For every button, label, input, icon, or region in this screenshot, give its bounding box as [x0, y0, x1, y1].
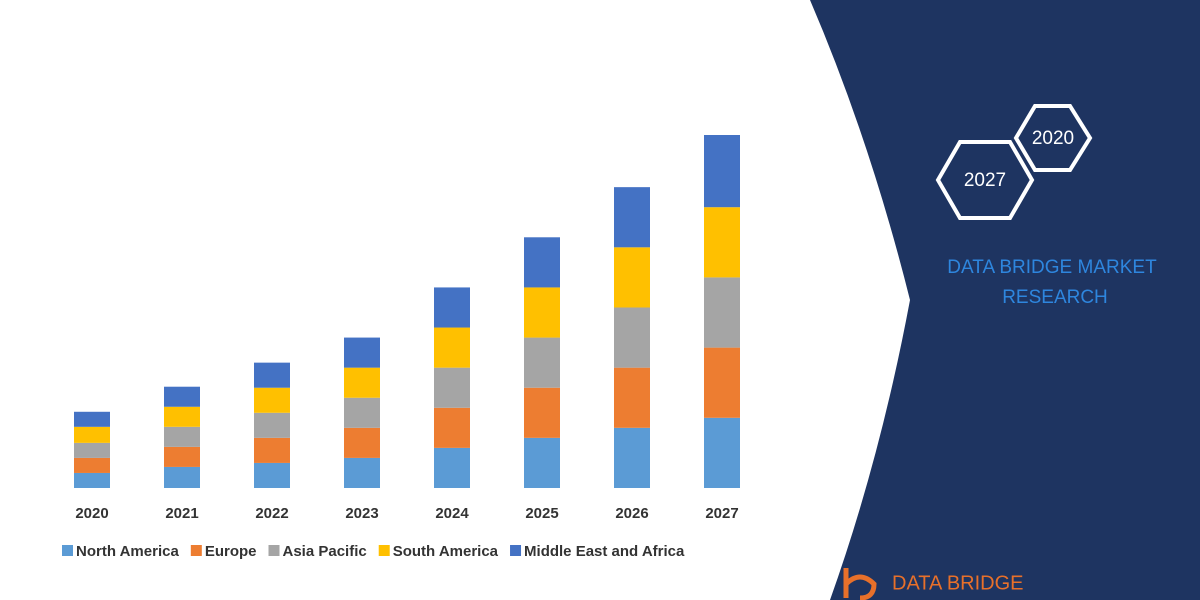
bar-segment	[344, 367, 380, 398]
bar-segment	[74, 426, 110, 443]
bar-segment	[614, 247, 650, 308]
bar-segment	[524, 237, 560, 288]
bar-segment	[164, 466, 200, 488]
bar-segment	[614, 307, 650, 368]
hexagon	[1013, 104, 1093, 172]
brand-text: DATA BRIDGE MARKET	[947, 257, 1157, 278]
bar-segment	[164, 426, 200, 447]
bar-segment	[254, 412, 290, 438]
bar-segment	[344, 397, 380, 428]
x-tick-label: 2020	[75, 505, 108, 522]
bar-segment	[614, 367, 650, 428]
bar-segment	[614, 187, 650, 248]
hexagon	[935, 140, 1035, 220]
bar-segment	[434, 367, 470, 408]
hexagon-label: 2020	[1032, 128, 1074, 149]
bar-segment	[164, 446, 200, 467]
legend-swatch	[378, 545, 390, 556]
bar-segment	[434, 287, 470, 328]
bar-segment	[74, 442, 110, 458]
brand-text: RESEARCH	[1002, 287, 1108, 308]
bar-segment	[254, 362, 290, 388]
x-tick-label: 2025	[525, 505, 558, 522]
bar-segment	[704, 207, 740, 278]
bar-segment	[524, 337, 560, 388]
legend-swatch	[62, 545, 73, 556]
bar-segment	[344, 457, 380, 488]
x-tick-label: 2023	[345, 505, 378, 522]
legend-swatch	[190, 545, 202, 556]
bar-segment	[344, 337, 380, 368]
side-panel	[810, 0, 1200, 600]
x-tick-label: 2027	[705, 505, 738, 522]
logo-mark	[843, 568, 877, 600]
x-tick-label: 2022	[255, 505, 288, 522]
logo-text: DATA BRIDGE	[892, 572, 1024, 594]
legend-label: Europe	[205, 543, 257, 560]
bar-segment	[704, 135, 740, 208]
legend-swatch	[268, 545, 280, 556]
bar-segment	[704, 417, 740, 488]
bar-segment	[434, 447, 470, 488]
legend-label: Asia Pacific	[283, 543, 367, 560]
bar-segment	[524, 387, 560, 438]
hexagon-label: 2027	[964, 170, 1006, 191]
bar-segment	[164, 406, 200, 427]
legend-label: South America	[393, 543, 499, 560]
legend-label: North America	[76, 543, 179, 560]
bar-segment	[524, 287, 560, 338]
bar-segment	[74, 472, 110, 488]
bar-segment	[434, 407, 470, 448]
bar-segment	[434, 327, 470, 368]
bar-segment	[254, 437, 290, 463]
bar-segment	[254, 462, 290, 488]
bar-segment	[614, 427, 650, 488]
bar-segment	[704, 277, 740, 348]
bar-segment	[164, 386, 200, 407]
x-tick-label: 2024	[435, 505, 469, 522]
bar-segment	[344, 427, 380, 458]
legend-swatch	[510, 545, 522, 556]
bar-segment	[704, 347, 740, 418]
x-tick-label: 2026	[615, 505, 648, 522]
x-tick-label: 2021	[165, 505, 198, 522]
bar-segment	[74, 457, 110, 473]
bar-segment	[254, 387, 290, 413]
legend-label: Middle East and Africa	[524, 543, 685, 560]
bar-segment	[524, 437, 560, 488]
bar-segment	[74, 411, 110, 427]
